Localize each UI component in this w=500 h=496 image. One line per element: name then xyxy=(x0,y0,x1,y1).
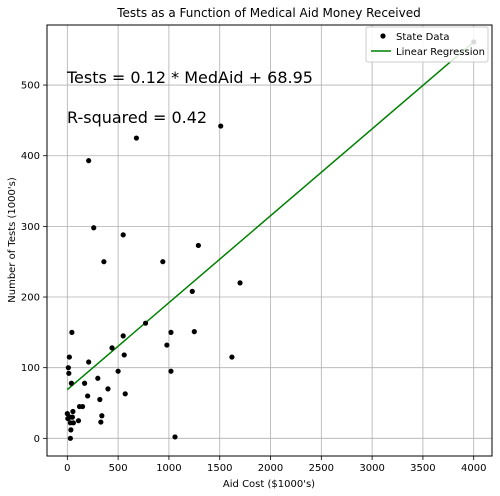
y-tick-label: 400 xyxy=(21,151,40,162)
data-point xyxy=(191,329,197,335)
x-tick-label: 1500 xyxy=(207,463,232,474)
data-point xyxy=(120,232,126,238)
x-tick-label: 0 xyxy=(64,463,70,474)
data-point xyxy=(75,418,82,424)
data-point xyxy=(105,386,111,392)
data-point xyxy=(65,365,71,371)
data-point xyxy=(101,259,107,265)
data-point xyxy=(133,135,140,141)
data-point xyxy=(121,352,127,358)
x-axis-label: Aid Cost ($1000's) xyxy=(223,479,315,490)
data-point xyxy=(97,396,103,403)
ticks: 0 500 1000 1500 2000 2500 3000 3500 4000 0 100 200 3… xyxy=(21,81,487,474)
legend-label-state-data: State Data xyxy=(396,32,450,43)
data-point xyxy=(70,408,76,415)
data-point xyxy=(66,354,72,360)
data-point xyxy=(98,419,104,425)
data-point xyxy=(109,345,115,351)
x-tick-label: 500 xyxy=(109,463,128,474)
data-point xyxy=(229,354,235,360)
data-point xyxy=(91,225,97,231)
x-tick-label: 2500 xyxy=(309,463,334,474)
data-point xyxy=(122,391,128,397)
data-point xyxy=(66,370,72,376)
x-tick-label: 3000 xyxy=(359,463,384,474)
data-point xyxy=(99,413,105,419)
legend: State Data Linear Regression xyxy=(365,26,489,63)
data-point xyxy=(218,123,224,129)
data-point xyxy=(86,158,92,164)
regression-line xyxy=(66,41,475,391)
legend-label-regression: Linear Regression xyxy=(396,47,485,58)
data-point xyxy=(189,288,195,294)
data-point xyxy=(68,427,74,433)
y-tick-label: 300 xyxy=(21,222,40,233)
data-point xyxy=(67,435,73,441)
y-tick-label: 0 xyxy=(34,434,40,445)
data-point xyxy=(172,434,178,440)
data-point xyxy=(85,393,91,399)
data-point xyxy=(195,242,201,249)
legend-box xyxy=(365,26,489,63)
data-point xyxy=(68,380,74,386)
x-tick-label: 2000 xyxy=(258,463,283,474)
data-point xyxy=(142,320,149,326)
data-point xyxy=(160,259,166,265)
grid xyxy=(47,25,492,456)
data-point xyxy=(86,359,92,365)
data-point xyxy=(79,403,86,410)
x-tick-label: 3500 xyxy=(410,463,435,474)
y-tick-label: 200 xyxy=(21,293,40,304)
data-point xyxy=(69,414,75,420)
y-tick-label: 100 xyxy=(21,363,40,374)
chart-title: Tests as a Function of Medical Aid Money… xyxy=(116,6,420,20)
x-tick-label: 1000 xyxy=(156,463,181,474)
x-tick-label: 4000 xyxy=(461,463,486,474)
data-point xyxy=(81,380,88,386)
r-squared-label: R-squared = 0.42 xyxy=(67,108,207,127)
y-tick-label: 500 xyxy=(21,81,40,92)
y-axis-label: Number of Tests (1000's) xyxy=(7,177,18,303)
regression-equation: Tests = 0.12 * MedAid + 68.95 xyxy=(66,68,313,87)
data-point xyxy=(237,280,243,286)
data-point xyxy=(168,329,174,335)
data-point xyxy=(164,342,170,348)
legend-marker-state-data xyxy=(380,33,386,39)
plot-frame xyxy=(46,24,493,457)
data-point xyxy=(115,368,121,374)
data-point xyxy=(69,329,75,335)
series xyxy=(64,39,477,441)
data-point xyxy=(95,375,101,381)
data-point xyxy=(168,368,174,374)
data-point xyxy=(120,333,126,339)
data-point xyxy=(70,420,77,426)
